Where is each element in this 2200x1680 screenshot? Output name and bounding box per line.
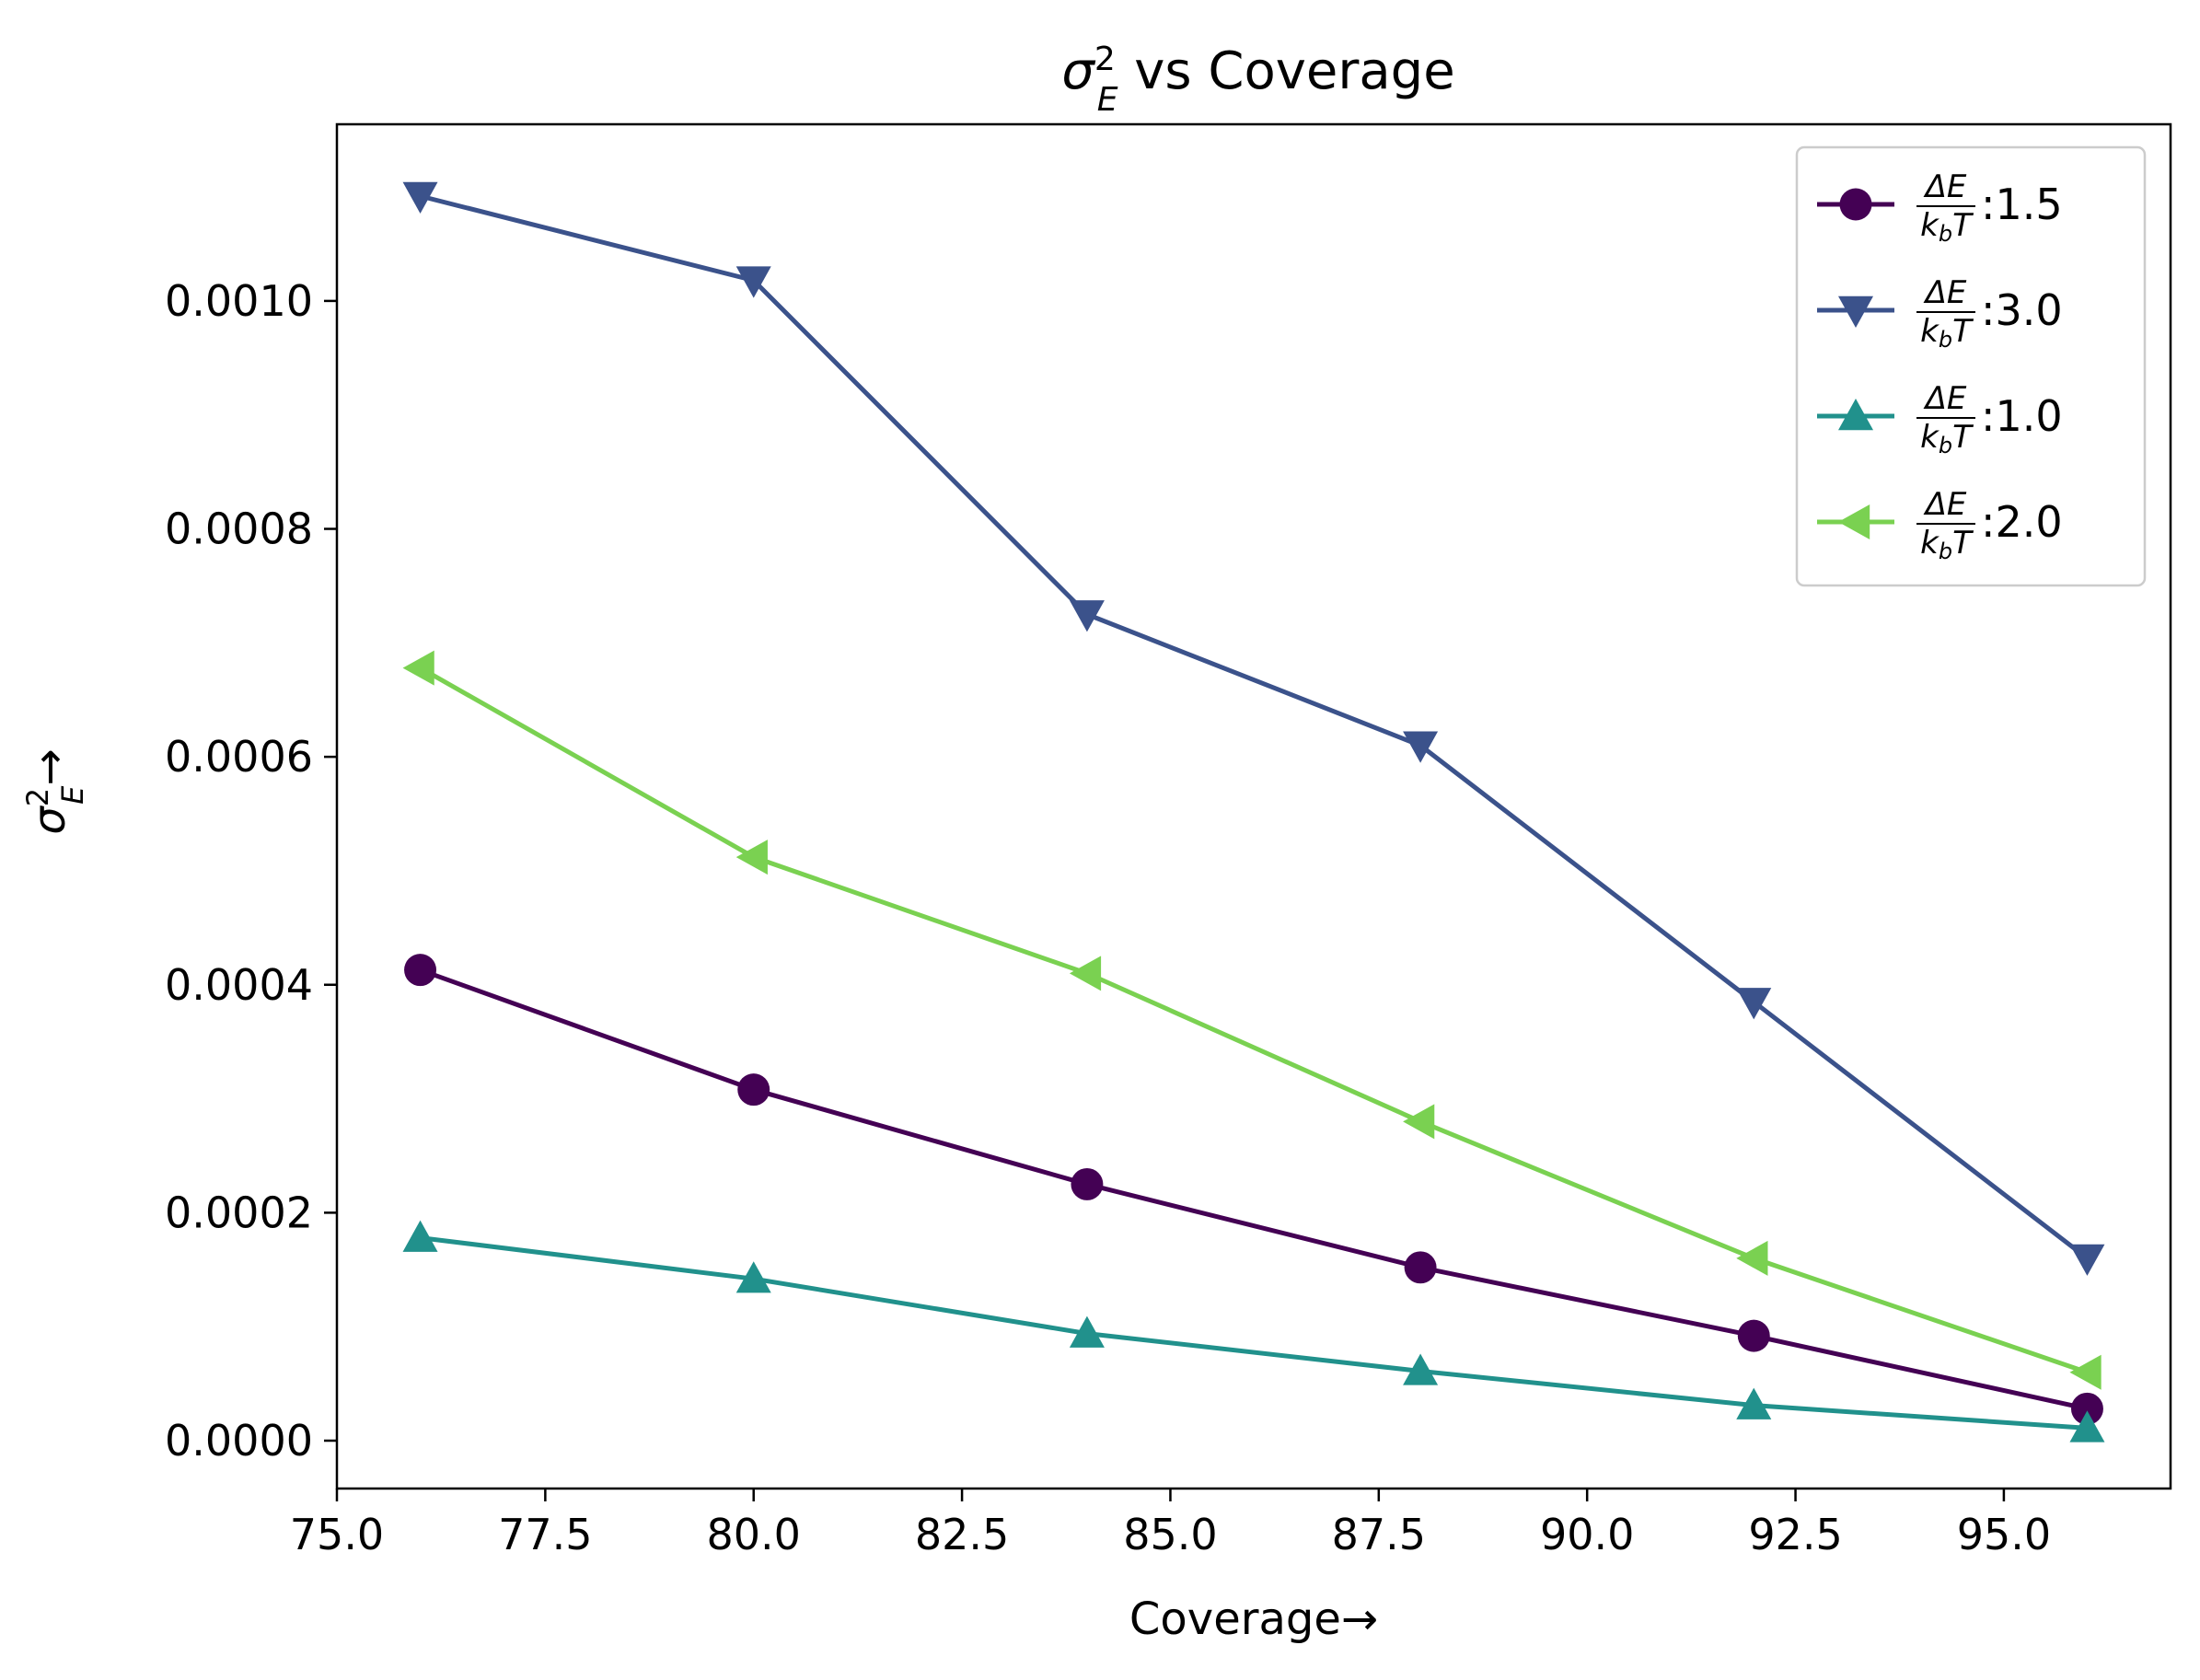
legend-fraction-denominator: kbT	[1920, 313, 1974, 353]
data-point	[1069, 1315, 1105, 1348]
legend-label: :1.5	[1981, 180, 2063, 229]
legend-marker	[1838, 399, 1873, 431]
data-point	[1069, 600, 1105, 632]
data-point	[2069, 1410, 2105, 1442]
data-point	[1736, 1240, 1768, 1276]
x-tick-label: 90.0	[1540, 1510, 1634, 1559]
legend-fraction-numerator: ΔE	[1923, 274, 1967, 311]
data-point	[402, 650, 434, 686]
data-point	[2069, 1244, 2105, 1276]
legend-marker	[1839, 188, 1872, 221]
data-point	[735, 266, 771, 298]
data-point	[735, 840, 768, 875]
legend-frame	[1795, 145, 2147, 587]
chart-title: σ2 E vs Coverage	[1061, 41, 1454, 119]
x-tick-label: 87.5	[1332, 1510, 1426, 1559]
series-1.0	[402, 1220, 2105, 1442]
y-axis-label: σ2E→	[20, 748, 90, 834]
series-line	[419, 967, 2088, 1411]
legend-marker	[1838, 504, 1870, 539]
data-point	[402, 1220, 438, 1252]
series-line	[419, 193, 2089, 1260]
data-point	[737, 1073, 770, 1106]
legend-fraction-denominator: kbT	[1920, 525, 1974, 564]
legend-label: :3.0	[1981, 285, 2063, 335]
series-3.0	[402, 181, 2105, 1276]
y-tick-label: 0.0002	[165, 1188, 313, 1237]
plot-area-frame	[335, 122, 2172, 1490]
svg-text:σ2E→: σ2E→	[20, 748, 90, 834]
data-point	[735, 1261, 771, 1293]
axis-ticks: 75.0 77.5 80.0 82.5 85.0 87.5 90.0 92.5 95.0 0.00…	[165, 276, 2051, 1559]
series-line	[420, 1235, 2088, 1431]
x-tick-label: 82.5	[915, 1510, 1009, 1559]
series-1.5	[404, 954, 2103, 1425]
data-point	[402, 181, 438, 214]
x-tick-label: 80.0	[707, 1510, 801, 1559]
legend-fraction-denominator: kbT	[1920, 419, 1974, 458]
data-point	[404, 954, 437, 987]
y-tick-label: 0.0008	[165, 504, 313, 554]
legend-fraction-numerator: ΔE	[1923, 380, 1967, 417]
legend-marker	[1838, 295, 1873, 328]
x-tick-label: 92.5	[1748, 1510, 1842, 1559]
x-tick-label: 85.0	[1123, 1510, 1217, 1559]
y-tick-label: 0.0000	[165, 1416, 313, 1466]
data-point	[1403, 731, 1439, 763]
data-point	[1737, 1319, 1770, 1352]
data-point	[1071, 1167, 1104, 1200]
legend-fraction-denominator: kbT	[1920, 207, 1974, 247]
data-point	[1736, 988, 1772, 1020]
x-tick-label: 75.0	[290, 1510, 384, 1559]
data-point	[1736, 1387, 1772, 1419]
data-point	[2070, 1392, 2103, 1425]
data-point	[1069, 956, 1102, 991]
data-point	[1403, 1104, 1435, 1140]
data-point	[2069, 1354, 2102, 1390]
legend-label: :1.0	[1981, 391, 2063, 441]
y-tick-label: 0.0004	[165, 960, 313, 1010]
y-tick-label: 0.0010	[165, 276, 313, 326]
legend-fraction-numerator: ΔE	[1923, 168, 1967, 205]
x-tick-label: 77.5	[498, 1510, 592, 1559]
data-point	[1403, 1353, 1439, 1385]
legend-fraction-numerator: ΔE	[1923, 486, 1967, 523]
data-point	[1404, 1251, 1437, 1284]
series-line	[419, 666, 2089, 1375]
series-2.0	[402, 650, 2102, 1390]
legend-label: :2.0	[1981, 497, 2063, 547]
x-tick-label: 95.0	[1957, 1510, 2051, 1559]
series-layer	[402, 181, 2105, 1442]
x-axis-label: Coverage→	[1129, 1593, 1378, 1645]
y-tick-label: 0.0006	[165, 732, 313, 782]
